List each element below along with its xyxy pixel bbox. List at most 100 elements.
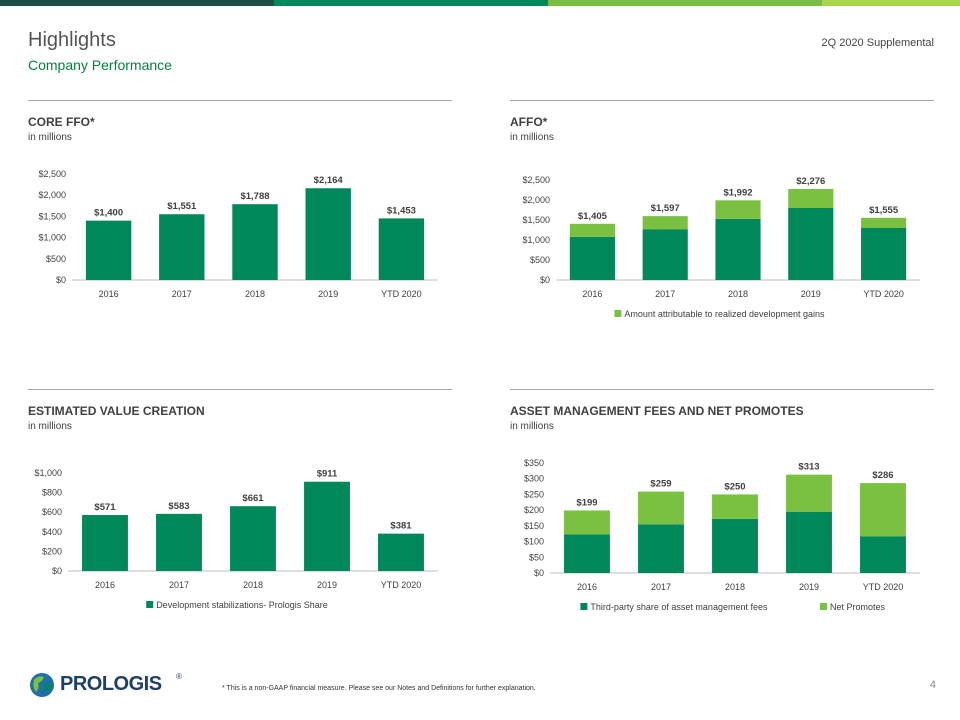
data-label: $286 <box>872 470 893 481</box>
panel-rule <box>510 100 934 101</box>
y-tick-label: $2,500 <box>522 175 550 185</box>
value-creation-panel: ESTIMATED VALUE CREATION in millions $0 $… <box>28 389 452 629</box>
data-label: $911 <box>317 469 338 480</box>
data-label: $250 <box>724 481 745 492</box>
bar-primary <box>156 513 202 571</box>
x-tick-label: YTD 2020 <box>381 580 422 590</box>
legend-swatch <box>820 603 827 610</box>
bar-secondary <box>638 491 684 525</box>
y-tick-label: $300 <box>524 474 544 484</box>
chart-title: ESTIMATED VALUE CREATION <box>28 404 205 418</box>
legend-label: Amount attributable to realized developm… <box>624 309 825 319</box>
bar-primary <box>85 220 132 280</box>
x-tick-label: YTD 2020 <box>863 582 904 592</box>
data-label: $1,551 <box>167 201 197 212</box>
affo-panel: AFFO* in millions $0 $500 $1,000 $1,500 $2,0… <box>510 100 934 340</box>
x-tick-label: 2018 <box>243 580 263 590</box>
data-label: $1,788 <box>240 191 269 202</box>
bar-primary <box>378 533 424 571</box>
bar-secondary <box>786 474 832 512</box>
y-tick-label: $0 <box>534 568 544 578</box>
legend-label: Third-party share of asset management fe… <box>590 602 768 612</box>
core-ffo-panel: CORE FFO* in millions $0 $500 $1,000 $1,500… <box>28 100 452 340</box>
y-tick-label: $600 <box>42 507 62 517</box>
topbar-segment-3 <box>548 0 822 6</box>
x-tick-label: 2019 <box>801 289 821 299</box>
x-tick-label: 2016 <box>95 580 115 590</box>
y-tick-label: $400 <box>42 527 62 537</box>
y-tick-label: $2,500 <box>38 169 66 179</box>
data-label: $2,276 <box>796 176 825 187</box>
logo-registered-mark: ® <box>176 672 182 681</box>
panel-rule <box>28 100 452 101</box>
bar-secondary <box>712 494 758 519</box>
bar-primary <box>860 536 906 573</box>
page-subtitle: Company Performance <box>28 57 172 73</box>
y-tick-label: $1,500 <box>38 211 66 221</box>
data-label: $1,453 <box>387 205 416 216</box>
x-tick-label: 2016 <box>582 289 602 299</box>
chart-title: AFFO* <box>510 115 548 129</box>
chart-title: CORE FFO* <box>28 115 95 129</box>
y-tick-label: $200 <box>42 546 62 556</box>
chart-unit: in millions <box>28 421 72 432</box>
bar-secondary <box>860 483 906 537</box>
bar-primary <box>564 534 610 573</box>
y-tick-label: $1,000 <box>34 468 62 478</box>
data-label: $199 <box>576 497 597 508</box>
data-label: $1,555 <box>869 205 899 216</box>
legend-swatch <box>146 601 154 608</box>
panel-rule <box>28 389 452 390</box>
y-tick-label: $150 <box>524 521 544 531</box>
data-label: $259 <box>650 479 671 490</box>
data-label: $1,400 <box>94 208 123 219</box>
y-tick-label: $500 <box>530 255 550 265</box>
y-tick-label: $2,000 <box>38 190 66 200</box>
x-tick-label: 2019 <box>317 580 337 590</box>
supplemental-label: 2Q 2020 Supplemental <box>821 37 934 49</box>
bar-secondary <box>569 223 615 237</box>
bar-secondary <box>564 510 610 535</box>
y-tick-label: $2,000 <box>522 195 550 205</box>
y-tick-label: $0 <box>56 275 66 285</box>
bar-primary <box>378 218 425 280</box>
y-tick-label: $1,000 <box>522 235 550 245</box>
asset-mgmt-panel: ASSET MANAGEMENT FEES AND NET PROMOTES i… <box>510 389 934 629</box>
x-tick-label: 2019 <box>318 289 338 299</box>
data-label: $571 <box>94 502 116 513</box>
y-tick-label: $200 <box>524 505 544 515</box>
x-tick-label: YTD 2020 <box>381 289 422 299</box>
chart-title: ASSET MANAGEMENT FEES AND NET PROMOTES <box>510 404 804 418</box>
topbar-segment-4 <box>822 0 960 6</box>
logo-wordmark: PROLOGIS <box>60 673 162 695</box>
legend-swatch <box>580 603 588 610</box>
page-number: 4 <box>929 679 936 691</box>
top-color-bar <box>0 0 960 6</box>
y-tick-label: $0 <box>540 275 550 285</box>
y-tick-label: $800 <box>42 488 62 498</box>
bar-primary <box>715 218 761 280</box>
x-tick-label: 2018 <box>245 289 265 299</box>
panel-rule <box>510 389 934 390</box>
bar-primary <box>638 524 684 573</box>
prologis-logo: PROLOGIS ® <box>28 670 218 700</box>
data-label: $661 <box>242 493 264 504</box>
data-label: $583 <box>168 501 189 512</box>
y-tick-label: $0 <box>52 566 62 576</box>
legend-label: Development stabilizations- Prologis Sha… <box>156 600 328 610</box>
chart-unit: in millions <box>28 132 72 143</box>
x-tick-label: 2016 <box>577 582 597 592</box>
x-tick-label: 2017 <box>169 580 189 590</box>
asset-mgmt-chart: $0 $50 $100 $150 $200 $250 $300 $350 $199 2016 $25… <box>524 458 920 612</box>
chart-unit: in millions <box>510 132 554 143</box>
y-tick-label: $1,500 <box>522 215 550 225</box>
y-tick-label: $50 <box>529 552 544 562</box>
data-label: $1,992 <box>723 187 752 198</box>
footnote: * This is a non-GAAP financial measure. … <box>222 685 536 692</box>
data-label: $1,597 <box>651 203 680 214</box>
x-tick-label: 2017 <box>172 289 192 299</box>
y-tick-label: $100 <box>524 537 544 547</box>
x-tick-label: 2016 <box>99 289 119 299</box>
bar-secondary <box>861 217 907 228</box>
bar-primary <box>642 229 688 280</box>
